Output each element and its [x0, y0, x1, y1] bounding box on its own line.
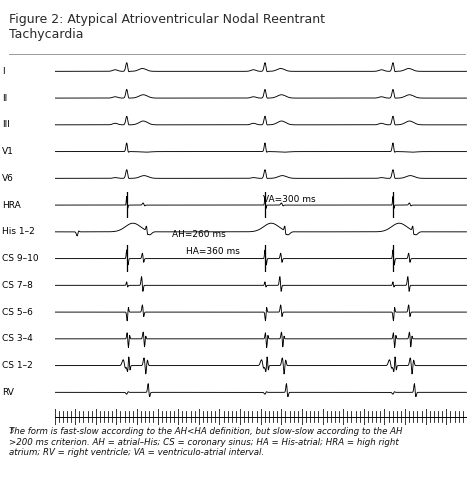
Text: I: I	[2, 67, 5, 76]
Text: HRA: HRA	[2, 201, 21, 210]
Text: III: III	[2, 120, 10, 130]
Text: CS 5–6: CS 5–6	[2, 307, 33, 317]
Text: 5: 5	[10, 428, 14, 434]
Text: The form is fast-slow according to the AH<HA definition, but slow-slow according: The form is fast-slow according to the A…	[9, 427, 403, 457]
Text: RV: RV	[2, 388, 14, 397]
Text: CS 9–10: CS 9–10	[2, 254, 39, 263]
Text: AH=260 ms: AH=260 ms	[172, 230, 226, 239]
Text: V6: V6	[2, 174, 14, 183]
Text: II: II	[2, 94, 8, 103]
Text: His 1–2: His 1–2	[2, 227, 35, 236]
Text: CS 7–8: CS 7–8	[2, 281, 33, 290]
Text: CS 1–2: CS 1–2	[2, 361, 33, 370]
Text: Figure 2: Atypical Atrioventricular Nodal Reentrant
Tachycardia: Figure 2: Atypical Atrioventricular Noda…	[9, 13, 326, 41]
Text: CS 3–4: CS 3–4	[2, 334, 33, 343]
Text: HA=360 ms: HA=360 ms	[186, 247, 240, 256]
Text: VA=300 ms: VA=300 ms	[263, 196, 315, 205]
Text: V1: V1	[2, 147, 14, 156]
